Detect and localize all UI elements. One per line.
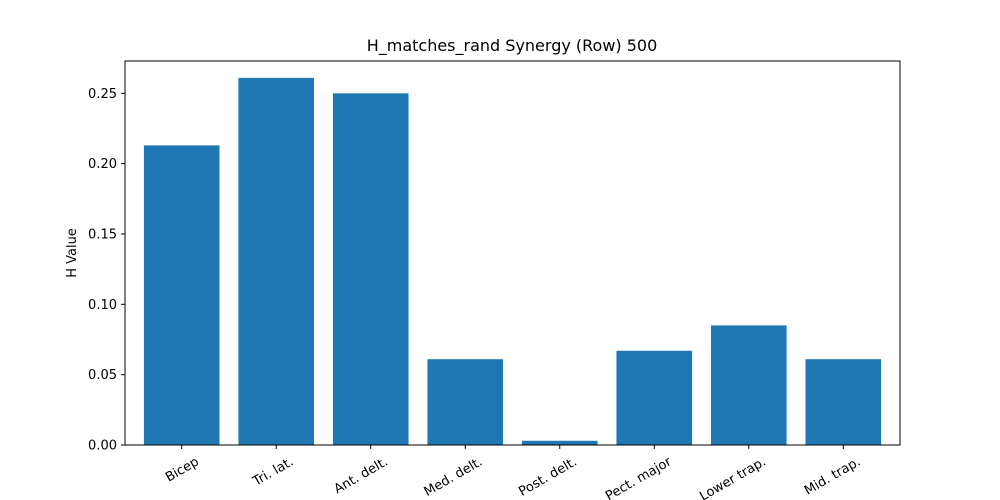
x-tick-label: Ant. delt. bbox=[332, 454, 391, 497]
x-tick-label: Tri. lat. bbox=[250, 454, 297, 490]
y-axis-label: H Value bbox=[65, 228, 80, 278]
y-tick-label: 0.05 bbox=[88, 368, 117, 383]
x-tick-label: Pect. major bbox=[603, 454, 675, 500]
y-tick-label: 0.10 bbox=[88, 298, 117, 313]
bar-bicep bbox=[143, 145, 220, 445]
plot-frame bbox=[124, 60, 901, 446]
y-tick-label: 0.20 bbox=[88, 157, 117, 172]
bar-pect-major bbox=[616, 350, 693, 445]
y-tick-label: 0.15 bbox=[88, 228, 117, 243]
x-axis: Bicep Tri. lat. Ant. delt. Med. delt. Post. … bbox=[163, 445, 863, 500]
bar-med-delt bbox=[427, 359, 504, 445]
bar-lower-trap bbox=[710, 325, 787, 445]
bar-tri-lat bbox=[238, 77, 315, 445]
x-tick-label: Lower trap. bbox=[697, 454, 768, 500]
x-tick-label: Bicep bbox=[163, 454, 202, 485]
bar-post-delt bbox=[521, 440, 598, 445]
bars-group bbox=[143, 77, 882, 445]
y-axis: 0.00 0.05 0.10 0.15 0.20 0.25 bbox=[88, 87, 125, 454]
chart-title: H_matches_rand Synergy (Row) 500 bbox=[367, 36, 658, 56]
bar-mid-trap bbox=[805, 359, 882, 445]
bar-ant-delt bbox=[332, 93, 409, 445]
y-tick-label: 0.00 bbox=[88, 439, 117, 454]
x-tick-label: Post. delt. bbox=[516, 454, 579, 499]
y-tick-label: 0.25 bbox=[88, 87, 117, 102]
x-tick-label: Med. delt. bbox=[422, 454, 486, 499]
x-tick-label: Mid. trap. bbox=[802, 454, 863, 498]
